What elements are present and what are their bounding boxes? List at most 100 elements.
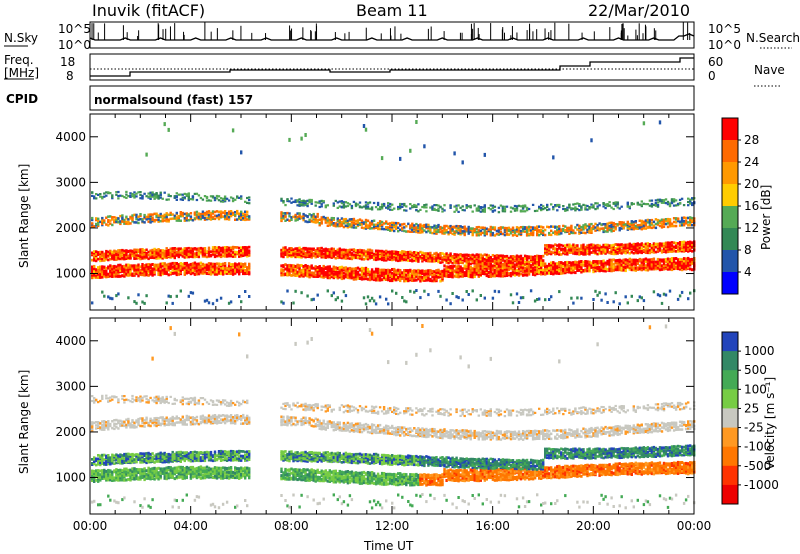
power-cell — [513, 207, 517, 210]
power-cell — [455, 268, 458, 272]
power-cell — [413, 273, 416, 277]
power-cell — [407, 252, 410, 256]
power-cell — [497, 230, 501, 233]
freq-tick-low: 8 — [66, 69, 74, 83]
power-cell — [322, 248, 325, 251]
power-cell — [612, 243, 615, 247]
power-cell — [670, 198, 674, 201]
power-cell — [238, 216, 241, 220]
power-cell — [111, 194, 114, 197]
power-cell — [294, 219, 297, 222]
power-cell — [501, 271, 505, 275]
power-cell — [588, 268, 591, 272]
power-cell — [489, 270, 492, 274]
power-cell — [93, 270, 96, 273]
power-cell — [149, 197, 152, 200]
power-cell — [562, 228, 565, 231]
power-cell — [113, 274, 116, 278]
power-cell — [511, 230, 515, 234]
power-cell — [125, 190, 128, 193]
power-cell — [483, 270, 486, 274]
power-cell — [676, 242, 680, 245]
power-cell — [127, 218, 130, 221]
power-cell — [163, 213, 166, 217]
power-cell — [300, 136, 303, 141]
power-cell — [503, 228, 507, 231]
power-cell — [554, 247, 557, 250]
power-cell — [588, 251, 591, 254]
power-cell — [584, 250, 587, 254]
power-cell — [244, 247, 247, 251]
power-cell — [193, 266, 197, 270]
power-cell — [477, 230, 480, 234]
power-cell — [413, 290, 416, 294]
power-cell — [246, 254, 249, 258]
power-cell — [662, 242, 666, 246]
power-cell — [95, 268, 98, 272]
power-cell — [179, 198, 182, 201]
power-cell — [161, 219, 164, 223]
power-cell — [227, 246, 231, 250]
power-cell — [616, 243, 619, 246]
power-cell — [282, 214, 285, 218]
power-cell — [469, 275, 472, 279]
power-cell — [314, 269, 317, 273]
power-cell — [380, 270, 384, 274]
power-cell — [229, 248, 233, 251]
power-cell — [638, 259, 641, 263]
power-cell — [469, 270, 472, 274]
power-cell — [630, 258, 633, 262]
power-cell — [497, 267, 501, 271]
power-cell — [129, 217, 132, 220]
power-cell — [179, 270, 182, 274]
power-cell — [137, 268, 140, 272]
power-cell — [467, 225, 470, 229]
power-cell — [588, 229, 591, 232]
power-cell — [105, 249, 108, 253]
power-cell — [221, 200, 225, 203]
power-cell — [318, 205, 321, 209]
power-cell — [179, 193, 182, 196]
power-cell — [229, 268, 233, 272]
power-cell — [489, 228, 492, 231]
power-cell — [630, 260, 633, 264]
power-cell — [121, 256, 124, 260]
power-cell — [380, 224, 384, 228]
power-cell — [282, 216, 285, 219]
power-cell — [290, 197, 293, 200]
power-cell — [372, 256, 376, 259]
power-cell — [115, 220, 118, 223]
power-cell — [346, 269, 350, 272]
power-cell — [533, 261, 537, 265]
power-cell — [308, 218, 311, 222]
power-cell — [219, 296, 223, 300]
power-cell — [159, 196, 162, 199]
power-cell — [435, 269, 438, 273]
power-cell — [107, 252, 110, 255]
power-cell — [165, 270, 168, 274]
power-cell — [238, 262, 241, 266]
power-cell — [527, 225, 531, 229]
power-cell — [181, 254, 184, 257]
power-cell — [127, 268, 130, 271]
power-cell — [234, 218, 237, 221]
power-cell — [109, 274, 112, 278]
power-cell — [352, 248, 356, 251]
power-cell — [509, 210, 513, 213]
power-cell — [395, 227, 398, 230]
freq-unit-label: [MHz] — [4, 66, 39, 80]
power-cell — [344, 254, 348, 258]
power-cell — [570, 247, 573, 251]
power-cell — [399, 223, 402, 226]
power-cell — [570, 227, 573, 231]
power-cell — [405, 269, 408, 273]
power-cell — [429, 225, 432, 229]
power-cell — [391, 276, 394, 280]
power-cell — [215, 248, 219, 252]
power-cell — [501, 208, 505, 212]
power-cell — [290, 201, 293, 204]
power-cell — [483, 234, 486, 237]
power-cell — [499, 232, 503, 236]
power-cell — [366, 295, 370, 299]
power-cell — [459, 225, 462, 228]
